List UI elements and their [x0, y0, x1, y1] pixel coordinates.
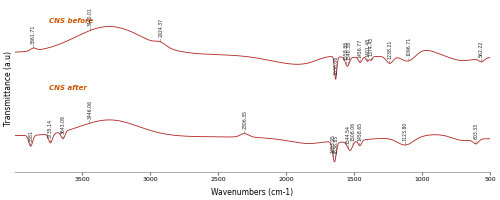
Y-axis label: Transmittance (a.u): Transmittance (a.u) — [4, 51, 13, 126]
Text: 3440.01: 3440.01 — [88, 7, 93, 31]
Text: 1096.71: 1096.71 — [406, 37, 412, 62]
Text: CNS after: CNS after — [48, 85, 86, 91]
Text: CNS before: CNS before — [48, 18, 93, 24]
Text: 1456.77: 1456.77 — [358, 39, 362, 63]
Text: 3643.09: 3643.09 — [60, 115, 66, 139]
Text: 1636.85: 1636.85 — [333, 134, 338, 158]
Text: 1558.86: 1558.86 — [344, 41, 348, 65]
Text: 1374.43: 1374.43 — [368, 37, 374, 61]
Text: 3881: 3881 — [28, 129, 33, 146]
Text: 3446.06: 3446.06 — [88, 99, 92, 124]
Text: 3735.14: 3735.14 — [48, 119, 53, 143]
Text: 2306.35: 2306.35 — [242, 110, 247, 134]
Text: 1544.54: 1544.54 — [346, 124, 350, 148]
Text: 1508.06: 1508.06 — [350, 121, 356, 146]
Text: 1401.48: 1401.48 — [365, 38, 370, 62]
Text: 1458.65: 1458.65 — [358, 122, 362, 146]
Text: 1540.38: 1540.38 — [346, 41, 351, 65]
Text: 3861.71: 3861.71 — [31, 24, 36, 49]
Text: 603.33: 603.33 — [474, 123, 478, 144]
X-axis label: Wavenumbers (cm-1): Wavenumbers (cm-1) — [211, 187, 294, 196]
Text: 1636.06: 1636.06 — [333, 55, 338, 80]
Text: 562.22: 562.22 — [479, 41, 484, 63]
Text: 1238.21: 1238.21 — [387, 39, 392, 64]
Text: 1653.95: 1653.95 — [331, 133, 336, 158]
Text: 1123.80: 1123.80 — [403, 121, 408, 145]
Text: 2924.37: 2924.37 — [158, 18, 163, 43]
